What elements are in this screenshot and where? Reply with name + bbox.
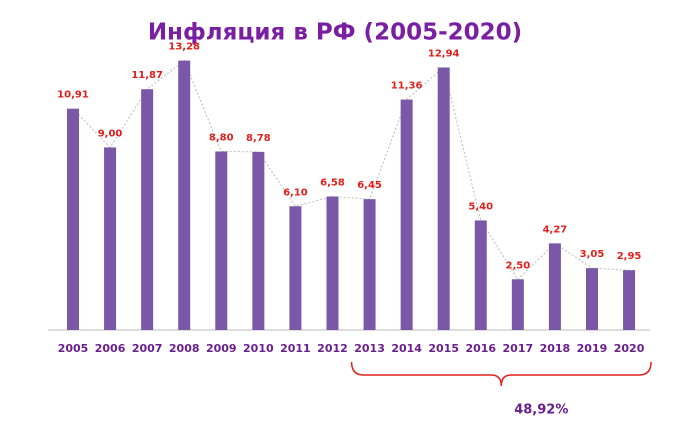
value-label: 10,91 [57, 90, 89, 101]
value-label: 11,87 [131, 70, 163, 81]
value-label: 2,50 [505, 260, 530, 271]
value-label: 2,95 [617, 251, 642, 262]
bar [252, 151, 265, 330]
x-tick-label: 2010 [243, 342, 274, 355]
value-label: 6,45 [357, 180, 382, 191]
value-label: 8,78 [246, 133, 271, 144]
bar [178, 60, 191, 330]
x-tick-label: 2005 [58, 342, 89, 355]
bar [585, 268, 598, 330]
value-label: 3,05 [580, 249, 605, 260]
trend-line [72, 59, 630, 281]
bar [141, 89, 154, 330]
value-label: 6,10 [283, 187, 308, 198]
value-label: 11,36 [391, 81, 423, 92]
value-label: 4,27 [543, 224, 568, 235]
annotation: 48,92% [514, 403, 568, 418]
x-tick-label: 2012 [317, 342, 348, 355]
x-tick-label: 2020 [614, 342, 645, 355]
bar [215, 151, 228, 330]
x-tick-label: 2018 [540, 342, 571, 355]
value-label: 12,94 [428, 49, 460, 60]
bar [67, 108, 79, 330]
chart-title: Инфляция в РФ (2005-2020) [148, 20, 522, 46]
x-tick-label: 2009 [206, 342, 237, 355]
value-label: 9,00 [98, 128, 123, 139]
bar [289, 206, 302, 330]
x-tick-label: 2019 [577, 342, 608, 355]
x-tick-label: 2016 [465, 342, 496, 355]
bar [511, 279, 524, 330]
bar [548, 243, 561, 330]
x-tick-label: 2014 [391, 342, 422, 355]
bar [623, 270, 636, 330]
bar [363, 199, 376, 330]
bar [437, 67, 450, 330]
x-tick-label: 2007 [132, 342, 163, 355]
value-label: 13,28 [168, 42, 200, 53]
bar [326, 196, 339, 330]
x-tick-label: 2008 [169, 342, 200, 355]
x-tick-label: 2015 [428, 342, 459, 355]
bracket [350, 361, 652, 387]
x-tick-label: 2011 [280, 342, 311, 355]
bar [104, 147, 117, 330]
value-label: 6,58 [320, 178, 345, 189]
x-tick-label: 2017 [503, 342, 534, 355]
x-tick-label: 2006 [95, 342, 126, 355]
value-label: 5,40 [468, 201, 493, 212]
bar [474, 220, 487, 330]
bar [400, 99, 413, 330]
value-label: 8,80 [209, 132, 234, 143]
x-tick-label: 2013 [354, 342, 385, 355]
